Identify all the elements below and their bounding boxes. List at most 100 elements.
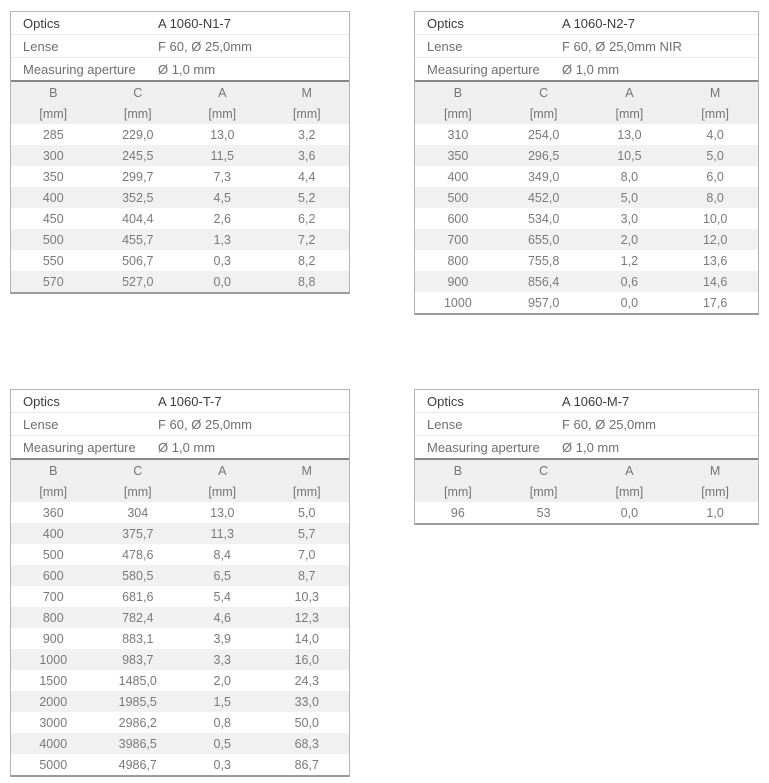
- cell-b: 500: [42, 232, 64, 247]
- column-unit-b: [mm]: [39, 484, 68, 499]
- cell-b: 1000: [443, 295, 472, 310]
- cell-a: 3,9: [213, 631, 231, 646]
- cell-c: 883,1: [122, 631, 154, 646]
- cell-a: 13,0: [617, 127, 642, 142]
- table-row: 900 883,1 3,9 14,0: [11, 628, 349, 649]
- table-row: 310 254,0 13,0 4,0: [415, 124, 758, 145]
- info-row-measuring-aperture: Measuring aperture Ø 1,0 mm: [415, 435, 758, 458]
- column-header-m: M: [709, 463, 721, 478]
- table-row: 3000 2986,2 0,8 50,0: [11, 712, 349, 733]
- cell-b: 900: [447, 274, 469, 289]
- column-unit-a: [mm]: [615, 484, 644, 499]
- table-row: 1000 983,7 3,3 16,0: [11, 649, 349, 670]
- cell-a: 4,5: [213, 190, 231, 205]
- cell-a: 13,0: [210, 505, 235, 520]
- table-body: 96 53 0,0 1,0: [415, 502, 758, 523]
- info-label-optics: Optics: [427, 15, 464, 31]
- info-value-measuring-aperture: Ø 1,0 mm: [562, 61, 620, 77]
- column-header-c: C: [133, 85, 143, 100]
- cell-a: 13,0: [210, 127, 235, 142]
- info-value-optics: A 1060-N1-7: [158, 15, 231, 31]
- cell-b: 700: [447, 232, 469, 247]
- cell-b: 3000: [39, 715, 68, 730]
- cell-b: 2000: [39, 694, 68, 709]
- cell-a: 0,8: [213, 715, 231, 730]
- column-header-b: B: [49, 85, 58, 100]
- cell-m: 14,0: [294, 631, 319, 646]
- cell-c: 506,7: [122, 253, 154, 268]
- cell-c: 296,5: [527, 148, 560, 163]
- cell-c: 655,0: [527, 232, 560, 247]
- cell-b: 570: [42, 274, 64, 289]
- info-label-optics: Optics: [23, 15, 60, 31]
- column-header-block: B C A M [mm] [mm] [mm] [mm]: [11, 80, 349, 124]
- info-row-measuring-aperture: Measuring aperture Ø 1,0 mm: [11, 435, 349, 458]
- cell-m: 8,8: [298, 274, 316, 289]
- cell-m: 13,6: [702, 253, 728, 268]
- cell-a: 7,3: [213, 169, 231, 184]
- table-row: 700 655,0 2,0 12,0: [415, 229, 758, 250]
- column-header-block: B C A M [mm] [mm] [mm] [mm]: [11, 458, 349, 502]
- cell-b: 550: [42, 253, 64, 268]
- info-value-lense: F 60, Ø 25,0mm: [158, 416, 252, 432]
- cell-c: 1985,5: [118, 694, 157, 709]
- cell-c: 229,0: [122, 127, 154, 142]
- info-value-lense: F 60, Ø 25,0mm: [158, 38, 252, 54]
- cell-c: 53: [536, 505, 551, 520]
- column-header-b: B: [49, 463, 58, 478]
- cell-b: 5000: [39, 757, 68, 772]
- cell-m: 14,6: [702, 274, 728, 289]
- cell-m: 8,0: [706, 190, 724, 205]
- cell-c: 681,6: [122, 589, 154, 604]
- cell-c: 304: [127, 505, 149, 520]
- cell-a: 0,0: [620, 505, 639, 520]
- table-info-section: Optics A 1060-T-7 Lense F 60, Ø 25,0mm Measu…: [11, 390, 349, 458]
- cell-m: 10,0: [702, 211, 728, 226]
- cell-a: 8,4: [213, 547, 231, 562]
- info-row-optics: Optics A 1060-T-7: [11, 390, 349, 412]
- column-header-m: M: [709, 85, 721, 100]
- cell-b: 350: [42, 169, 64, 184]
- cell-m: 5,7: [298, 526, 316, 541]
- cell-c: 527,0: [122, 274, 154, 289]
- optics-table-a1060-m-7: Optics A 1060-M-7 Lense F 60, Ø 25,0mm Measu…: [414, 389, 759, 525]
- table-row: 800 782,4 4,6 12,3: [11, 607, 349, 628]
- table-row: 285 229,0 13,0 3,2: [11, 124, 349, 145]
- cell-m: 7,2: [298, 232, 316, 247]
- column-header-c: C: [539, 85, 549, 100]
- cell-a: 1,3: [213, 232, 231, 247]
- table-row: 400 352,5 4,5 5,2: [11, 187, 349, 208]
- cell-m: 4,4: [298, 169, 316, 184]
- column-unit-b: [mm]: [39, 106, 68, 121]
- cell-b: 400: [42, 190, 64, 205]
- table-row: 500 455,7 1,3 7,2: [11, 229, 349, 250]
- cell-c: 856,4: [527, 274, 560, 289]
- column-header-b: B: [453, 85, 463, 100]
- column-units-row: [mm] [mm] [mm] [mm]: [415, 103, 758, 124]
- table-info-section: Optics A 1060-M-7 Lense F 60, Ø 25,0mm Measu…: [415, 390, 758, 458]
- info-row-measuring-aperture: Measuring aperture Ø 1,0 mm: [11, 57, 349, 80]
- cell-m: 16,0: [294, 652, 319, 667]
- column-unit-m: [mm]: [701, 106, 730, 121]
- table-row: 350 299,7 7,3 4,4: [11, 166, 349, 187]
- cell-m: 1,0: [706, 505, 724, 520]
- cell-c: 455,7: [122, 232, 154, 247]
- cell-b: 310: [447, 127, 469, 142]
- optics-table-a1060-n2-7: Optics A 1060-N2-7 Lense F 60, Ø 25,0mm NIR…: [414, 11, 759, 315]
- info-label-measuring-aperture: Measuring aperture: [23, 61, 136, 77]
- cell-c: 1485,0: [118, 673, 157, 688]
- column-units-row: [mm] [mm] [mm] [mm]: [415, 481, 758, 502]
- info-row-lense: Lense F 60, Ø 25,0mm NIR: [415, 34, 758, 57]
- column-unit-c: [mm]: [529, 484, 558, 499]
- info-value-optics: A 1060-M-7: [562, 393, 630, 409]
- cell-m: 12,0: [702, 232, 728, 247]
- table-row: 500 478,6 8,4 7,0: [11, 544, 349, 565]
- table-row: 1000 957,0 0,0 17,6: [415, 292, 758, 313]
- cell-m: 6,2: [298, 211, 316, 226]
- info-label-lense: Lense: [23, 416, 59, 432]
- column-header-b: B: [453, 463, 463, 478]
- table-row: 550 506,7 0,3 8,2: [11, 250, 349, 271]
